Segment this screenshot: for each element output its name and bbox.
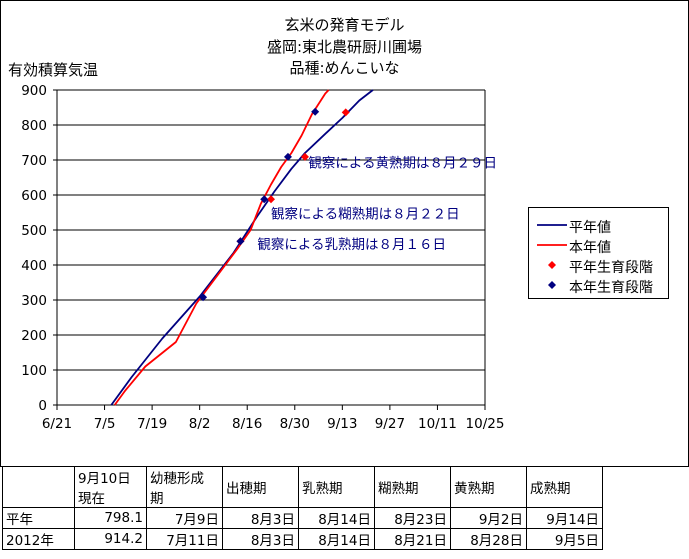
- x-tick-label-8/16: 8/16: [232, 416, 262, 432]
- stage-table: 9月10日 現在 幼穂形成期出穂期 乳熟期 糊熟期 黄熟期 成熟期 平年 798.1 7月9日 8月…: [2, 466, 603, 550]
- legend-item-2: 平年生育段階: [529, 255, 668, 276]
- table-row: 平年 798.1 7月9日 8月3日 8月14日 8月23日 9月2日 9月14日: [2, 507, 603, 529]
- series-3-marker-3: [283, 152, 292, 161]
- y-tick-label-600: 600: [21, 188, 47, 204]
- series-3-marker-1: [236, 237, 245, 246]
- table-cell: 2012年: [2, 528, 75, 550]
- x-tick-label-10/11: 10/11: [418, 416, 457, 432]
- legend: 平年値本年値平年生育段階 本年生育段階: [528, 207, 669, 299]
- y-tick-label-200: 200: [21, 328, 47, 344]
- x-tick-label-9/13: 9/13: [327, 416, 357, 432]
- table-header-row: 9月10日 現在 幼穂形成期出穂期 乳熟期 糊熟期 黄熟期 成熟期: [2, 466, 603, 508]
- table-cell: 9月14日: [526, 507, 603, 529]
- x-tick-label-10/25: 10/25: [466, 416, 505, 432]
- table-header-cell: [2, 466, 75, 508]
- annotation-2: 観察による乳熟期は８月１６日: [257, 236, 446, 253]
- series-line-1: [113, 89, 330, 406]
- table-cell: 8月14日: [298, 507, 375, 529]
- table-header-cell: 黄熟期: [450, 466, 527, 508]
- table-cell: 7月11日: [146, 528, 223, 550]
- legend-symbol-3: [548, 281, 556, 289]
- legend-item-3: 本年生育段階: [529, 275, 668, 296]
- legend-label-3: 本年生育段階: [569, 280, 653, 296]
- series-2-marker-2: [300, 152, 309, 161]
- table-cell: 平年: [2, 507, 75, 529]
- table-cell: 8月14日: [298, 528, 375, 550]
- x-tick-label-7/5: 7/5: [94, 416, 116, 432]
- y-tick-label-900: 900: [21, 83, 47, 99]
- legend-label-1: 本年値: [569, 240, 611, 256]
- y-axis-title: 有効積算気温: [8, 61, 99, 79]
- x-tick-label-6/21: 6/21: [42, 416, 72, 432]
- table-header-cell: 成熟期: [526, 466, 603, 508]
- legend-label-2: 平年生育段階: [569, 260, 653, 276]
- growth-chart: 0 100 200 300 400 500 600 700 800 900 6/21 7/5 7/19 8…: [21, 83, 505, 432]
- table-header-cell: 乳熟期: [298, 466, 375, 508]
- series-line-0: [110, 89, 374, 406]
- y-tick-label-700: 700: [21, 153, 47, 169]
- series-3-marker-0: [199, 293, 208, 302]
- table-header-cell: 9月10日 現在: [74, 466, 147, 508]
- table-header-cell: 幼穂形成期: [146, 466, 223, 508]
- table-cell: 8月3日: [222, 528, 299, 550]
- x-tick-label-9/27: 9/27: [375, 416, 405, 432]
- chart-title-line-2: 盛岡:東北農研厨川圃場: [266, 38, 423, 56]
- table-row: 2012年 914.2 7月11日 8月3日 8月14日 8月21日 8月28日 9月5日: [2, 528, 603, 550]
- y-tick-label-300: 300: [21, 293, 47, 309]
- table-cell: 914.2: [74, 528, 147, 550]
- legend-item-0: 平年値: [529, 215, 668, 236]
- chart-title-line-1: 玄米の発育モデル: [284, 16, 405, 34]
- table-cell: 7月9日: [146, 507, 223, 529]
- legend-symbol-2: [548, 261, 556, 269]
- table-header-cell: 糊熟期: [374, 466, 451, 508]
- x-tick-label-8/2: 8/2: [189, 416, 211, 432]
- legend-symbol-0: [537, 224, 567, 226]
- y-tick-label-500: 500: [21, 223, 47, 239]
- y-tick-label-100: 100: [21, 363, 47, 379]
- legend-symbol-1: [537, 244, 567, 246]
- series-3-marker-4: [311, 107, 320, 116]
- legend-item-1: 本年値: [529, 235, 668, 256]
- table-header-cell: 出穂期: [222, 466, 299, 508]
- annotation-0: 観察による黄熟期は８月２９日: [308, 154, 497, 171]
- table-cell: 8月3日: [222, 507, 299, 529]
- table-cell: 9月2日: [450, 507, 527, 529]
- table-cell: 798.1: [74, 507, 147, 529]
- series-3-marker-2: [260, 195, 269, 204]
- table-cell: 8月23日: [374, 507, 451, 529]
- legend-label-0: 平年値: [569, 220, 611, 236]
- series-2-marker-3: [341, 108, 350, 117]
- x-tick-label-7/19: 7/19: [137, 416, 167, 432]
- table-cell: 8月21日: [374, 528, 451, 550]
- x-tick-label-8/30: 8/30: [280, 416, 310, 432]
- series-2-marker-1: [267, 195, 275, 204]
- table-cell: 8月28日: [450, 528, 527, 550]
- y-tick-label-800: 800: [21, 118, 47, 134]
- y-tick-label-400: 400: [21, 258, 47, 274]
- table-cell: 9月5日: [526, 528, 603, 550]
- chart-title-line-3: 品種:めんこいな: [289, 59, 400, 77]
- y-tick-label-0: 0: [38, 398, 47, 414]
- annotation-1: 観察による糊熟期は８月２２日: [271, 206, 460, 223]
